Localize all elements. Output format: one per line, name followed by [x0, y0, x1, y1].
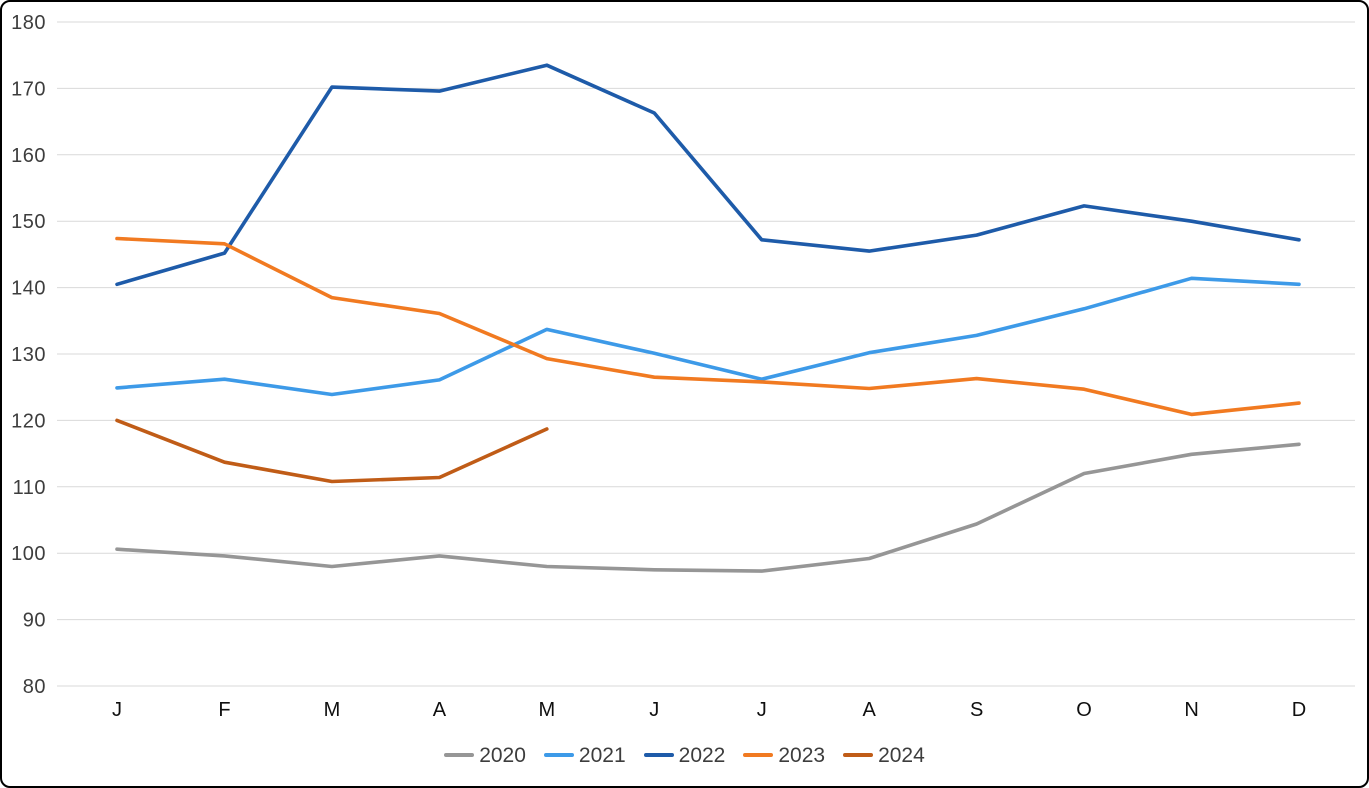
x-tick-label-M-2: M [324, 699, 341, 721]
x-tick-label-O-9: O [1076, 699, 1092, 721]
y-tick-label-130: 130 [11, 344, 46, 366]
x-tick-label-J-5: J [649, 699, 659, 721]
legend-dash-2023 [743, 753, 773, 757]
legend-item-2023: 2023 [743, 745, 825, 766]
line-chart: 80 90 100 110 120 130 140 150 160 170 180 J F M A M J J A S… [2, 2, 1367, 736]
y-tick-label-180: 180 [11, 12, 46, 34]
legend-label-2022: 2022 [679, 745, 726, 766]
y-tick-label-100: 100 [11, 543, 46, 565]
y-tick-label-80: 80 [23, 676, 46, 698]
legend-label-2020: 2020 [479, 745, 526, 766]
y-tick-label-120: 120 [11, 410, 46, 432]
chart-frame: 80 90 100 110 120 130 140 150 160 170 180 J F M A M J J A S… [0, 0, 1369, 788]
y-tick-label-170: 170 [11, 78, 46, 100]
y-tick-label-150: 150 [11, 211, 46, 233]
legend-item-2021: 2021 [544, 745, 626, 766]
x-tick-label-F-1: F [218, 699, 230, 721]
series-line-2021 [117, 278, 1299, 394]
series-line-2020 [117, 444, 1299, 571]
x-tick-label-N-10: N [1184, 699, 1198, 721]
series-line-2022 [117, 65, 1299, 284]
x-tick-label-J-0: J [112, 699, 122, 721]
x-tick-label-A-3: A [433, 699, 447, 721]
legend-item-2020: 2020 [444, 745, 526, 766]
y-tick-label-110: 110 [13, 477, 46, 499]
chart-legend: 2020 2021 2022 2023 2024 [2, 738, 1367, 772]
x-tick-label-D-11: D [1292, 699, 1306, 721]
x-tick-label-M-4: M [538, 699, 555, 721]
series-line-2024 [117, 420, 547, 481]
legend-dash-2024 [843, 753, 873, 757]
x-tick-label-J-6: J [757, 699, 767, 721]
y-tick-label-140: 140 [11, 278, 46, 300]
legend-label-2021: 2021 [579, 745, 626, 766]
legend-dash-2020 [444, 753, 474, 757]
x-tick-label-S-8: S [970, 699, 983, 721]
legend-item-2024: 2024 [843, 745, 925, 766]
legend-label-2024: 2024 [878, 745, 925, 766]
y-tick-label-90: 90 [23, 610, 46, 632]
x-tick-label-A-7: A [863, 699, 877, 721]
legend-dash-2021 [544, 753, 574, 757]
legend-label-2023: 2023 [778, 745, 825, 766]
legend-dash-2022 [644, 753, 674, 757]
y-tick-label-160: 160 [11, 145, 46, 167]
legend-item-2022: 2022 [644, 745, 726, 766]
